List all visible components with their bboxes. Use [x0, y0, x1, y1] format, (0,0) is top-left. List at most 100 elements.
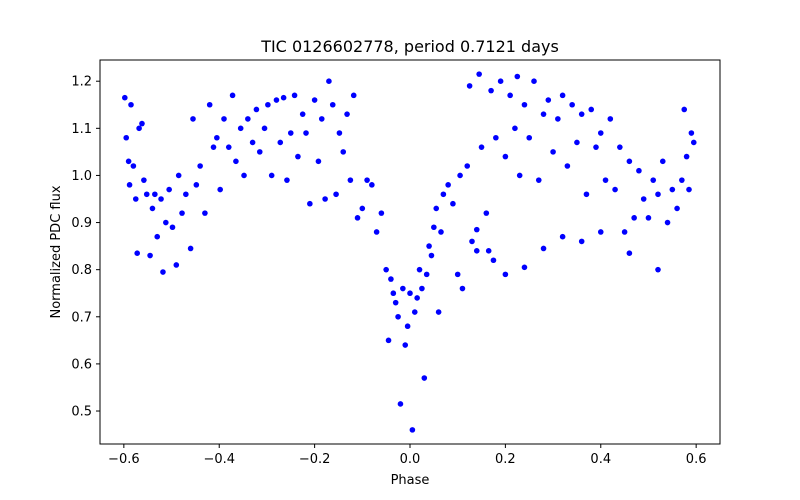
data-point: [225, 144, 232, 150]
data-point: [373, 229, 380, 235]
data-point: [574, 139, 580, 146]
data-point: [397, 401, 404, 407]
data-point: [466, 83, 473, 89]
data-point: [388, 276, 394, 282]
data-point: [502, 271, 509, 278]
data-point: [516, 172, 523, 179]
data-points: [122, 71, 697, 433]
data-point: [265, 101, 271, 108]
data-point: [404, 323, 411, 330]
data-point: [559, 92, 566, 99]
data-point: [147, 252, 153, 259]
data-point: [464, 163, 471, 169]
data-point: [502, 153, 509, 160]
data-point: [664, 219, 671, 226]
data-point: [686, 186, 692, 193]
data-point: [636, 167, 642, 174]
data-point: [690, 139, 697, 146]
data-point: [473, 248, 480, 254]
data-point: [139, 120, 145, 127]
data-point: [493, 134, 499, 141]
data-point: [122, 94, 128, 101]
data-point: [423, 271, 430, 278]
data-point: [433, 205, 440, 212]
x-tick-label: 0.4: [590, 452, 611, 467]
data-point: [329, 101, 336, 108]
data-point: [128, 101, 134, 108]
data-point: [347, 177, 354, 183]
data-point: [350, 92, 357, 99]
data-point: [287, 130, 294, 136]
data-point: [295, 153, 301, 160]
data-point: [136, 125, 142, 132]
data-point: [540, 245, 547, 252]
data-point: [237, 125, 244, 132]
data-point: [132, 196, 139, 202]
data-point: [123, 134, 130, 141]
data-point: [303, 130, 309, 136]
data-point: [593, 144, 599, 150]
data-point: [249, 139, 256, 146]
data-point: [419, 285, 425, 292]
data-point: [315, 158, 322, 165]
data-point: [256, 149, 263, 155]
data-point: [268, 172, 275, 179]
data-point: [450, 200, 456, 207]
data-point: [564, 163, 571, 169]
data-point: [392, 299, 399, 306]
data-point: [340, 149, 347, 155]
data-point: [483, 210, 490, 216]
data-point: [322, 196, 328, 202]
data-point: [202, 210, 208, 216]
data-point: [459, 285, 466, 292]
data-point: [545, 97, 552, 103]
data-point: [395, 313, 401, 320]
data-point: [187, 245, 194, 252]
data-point: [559, 233, 566, 240]
x-tick-label: 0.6: [686, 452, 707, 467]
data-point: [190, 116, 196, 122]
data-point: [531, 78, 537, 84]
data-point: [217, 186, 223, 193]
data-point: [407, 290, 413, 297]
data-point: [160, 269, 166, 275]
data-point: [679, 177, 685, 183]
data-point: [378, 210, 385, 216]
data-point: [438, 229, 444, 235]
data-point: [284, 177, 290, 183]
data-point: [426, 243, 432, 249]
data-point: [476, 71, 482, 77]
data-point: [631, 215, 637, 221]
data-point: [402, 342, 409, 348]
data-point: [512, 125, 518, 132]
y-tick-label: 1.0: [71, 169, 92, 184]
x-axis-ticks: −0.6 −0.4 −0.2 0.0 0.2 0.4 0.6: [108, 444, 706, 467]
data-point: [478, 144, 485, 150]
y-axis-label: Normalized PDC flux: [49, 185, 64, 318]
data-point: [488, 87, 494, 94]
data-point: [233, 158, 239, 165]
data-point: [521, 101, 528, 108]
data-point: [390, 290, 397, 297]
data-point: [683, 153, 690, 160]
data-point: [261, 125, 268, 132]
data-point: [143, 191, 150, 198]
data-point: [612, 186, 618, 193]
data-point: [311, 97, 318, 103]
data-point: [416, 266, 423, 273]
data-point: [626, 158, 633, 165]
data-point: [183, 191, 189, 198]
data-point: [674, 205, 680, 212]
data-point: [655, 191, 661, 198]
data-point: [273, 97, 280, 103]
data-point: [344, 111, 350, 117]
data-point: [277, 139, 284, 146]
data-point: [607, 116, 614, 122]
data-point: [206, 101, 213, 108]
x-tick-label: −0.4: [203, 452, 235, 467]
data-point: [617, 144, 623, 150]
data-point: [280, 94, 287, 101]
data-point: [521, 264, 528, 271]
data-point: [454, 271, 461, 278]
